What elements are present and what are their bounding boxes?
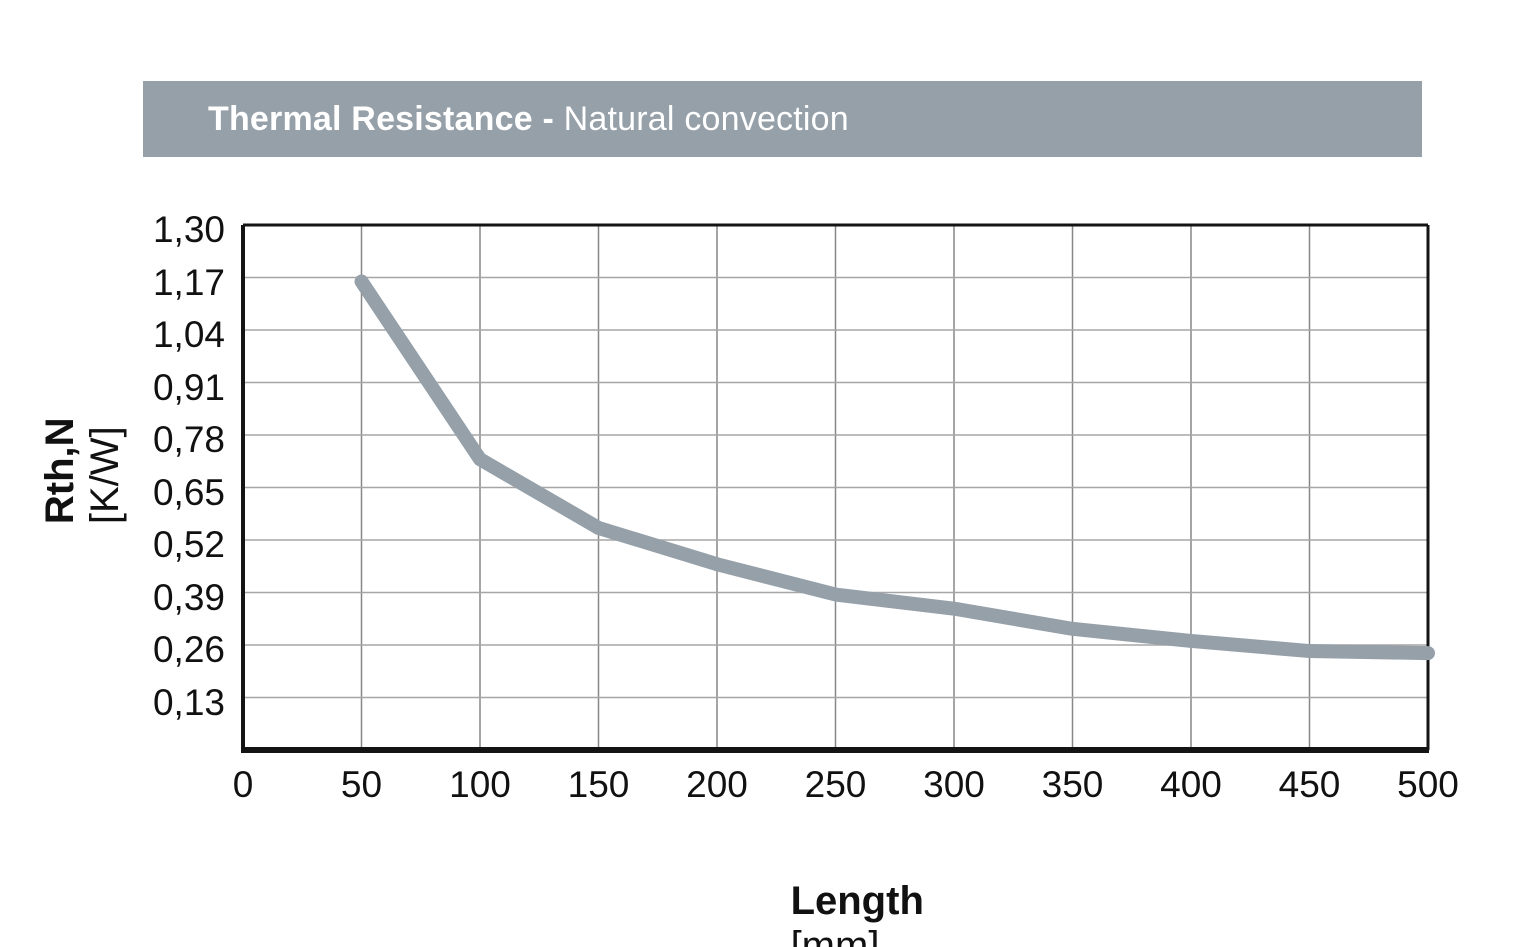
x-tick-label: 250	[804, 764, 867, 805]
y-tick-label: 0,52	[152, 524, 225, 565]
y-tick-label: 0,39	[152, 576, 225, 618]
x-tick-label: 150	[567, 764, 630, 805]
y-tick-label: 0,78	[152, 419, 225, 460]
x-tick-label: 450	[1278, 764, 1341, 805]
y-tick-label: 0,65	[152, 471, 225, 513]
x-axis-title: Length [mm]	[746, 834, 924, 947]
series-line	[354, 274, 1435, 661]
y-axis-title-name: Rth,N	[38, 417, 82, 525]
y-tick-label: 1,04	[152, 314, 225, 355]
y-tick-label: 1,17	[152, 261, 225, 303]
x-tick-label: 350	[1041, 764, 1104, 805]
chart-title-sub: Natural convection	[563, 99, 849, 138]
x-axis-title-unit: [mm]	[790, 924, 880, 947]
x-tick-label: 300	[923, 764, 985, 805]
x-tick-label: 500	[1397, 764, 1459, 805]
y-tick-label: 1,30	[152, 209, 225, 250]
x-tick-label: 0	[232, 764, 254, 805]
y-tick-label: 0,26	[152, 629, 225, 670]
x-tick-label: 50	[340, 764, 383, 805]
x-tick-label: 100	[449, 764, 511, 805]
chart-title-banner: Thermal Resistance - Natural convection	[143, 81, 1422, 157]
y-axis-title-unit: [K/W]	[83, 426, 127, 525]
x-tick-label: 400	[1160, 764, 1222, 805]
y-tick-label: 0,91	[152, 366, 225, 408]
x-axis-title-name: Length	[790, 879, 924, 923]
x-tick-label: 200	[686, 764, 748, 805]
chart-title-main: Thermal Resistance -	[208, 99, 564, 138]
y-tick-label: 0,13	[152, 681, 225, 723]
y-axis-title: Rth,N [K/W]	[0, 417, 173, 568]
